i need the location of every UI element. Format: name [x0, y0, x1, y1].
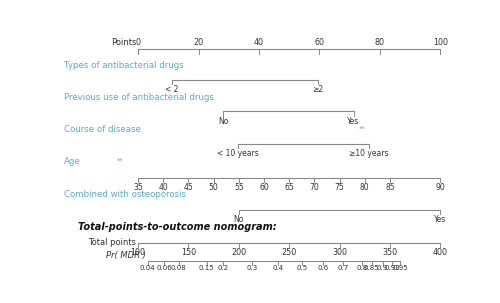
Text: 0.9: 0.9 — [377, 265, 388, 271]
Text: Yes: Yes — [348, 117, 360, 126]
Text: Types of antibacterial drugs: Types of antibacterial drugs — [64, 61, 184, 70]
Text: 40: 40 — [254, 38, 264, 47]
Text: Course of disease: Course of disease — [64, 125, 142, 134]
Text: 0.6: 0.6 — [318, 265, 328, 271]
Text: Points: Points — [111, 38, 136, 47]
Text: 75: 75 — [334, 183, 344, 191]
Text: Yes: Yes — [434, 215, 446, 224]
Text: Total-points-to-outcome nomogram:: Total-points-to-outcome nomogram: — [78, 221, 276, 231]
Text: 0.85: 0.85 — [364, 265, 380, 271]
Text: 45: 45 — [184, 183, 194, 191]
Text: 0.7: 0.7 — [337, 265, 348, 271]
Text: 0.95: 0.95 — [392, 265, 408, 271]
Text: 60: 60 — [314, 38, 324, 47]
Text: 100: 100 — [130, 248, 146, 257]
Text: 0.06: 0.06 — [156, 265, 172, 271]
Text: No: No — [234, 215, 244, 224]
Text: 0.93: 0.93 — [384, 265, 400, 271]
Text: **: ** — [116, 158, 123, 164]
Text: 70: 70 — [310, 183, 320, 191]
Text: 60: 60 — [259, 183, 269, 191]
Text: 350: 350 — [382, 248, 398, 257]
Text: Previous use of antibacterial drugs: Previous use of antibacterial drugs — [64, 93, 214, 102]
Text: 150: 150 — [181, 248, 196, 257]
Text: Total points: Total points — [88, 238, 136, 247]
Text: 35: 35 — [133, 183, 143, 191]
Text: 0.2: 0.2 — [218, 265, 228, 271]
Text: 80: 80 — [360, 183, 370, 191]
Text: 250: 250 — [282, 248, 297, 257]
Text: 0.08: 0.08 — [171, 265, 186, 271]
Text: 90: 90 — [436, 183, 445, 191]
Text: 0.5: 0.5 — [296, 265, 307, 271]
Text: 85: 85 — [385, 183, 395, 191]
Text: 0.4: 0.4 — [272, 265, 283, 271]
Text: < 10 years: < 10 years — [217, 149, 259, 158]
Text: ≥10 years: ≥10 years — [349, 149, 389, 158]
Text: 0: 0 — [136, 38, 140, 47]
Text: 55: 55 — [234, 183, 243, 191]
Text: 100: 100 — [433, 38, 448, 47]
Text: 65: 65 — [284, 183, 294, 191]
Text: 50: 50 — [209, 183, 218, 191]
Text: 300: 300 — [332, 248, 347, 257]
Text: 80: 80 — [375, 38, 385, 47]
Text: 0.3: 0.3 — [247, 265, 258, 271]
Text: 200: 200 — [231, 248, 246, 257]
Text: 0.8: 0.8 — [356, 265, 368, 271]
Text: 20: 20 — [194, 38, 203, 47]
Text: No: No — [218, 117, 228, 126]
Text: 0.04: 0.04 — [140, 265, 156, 271]
Text: 0.15: 0.15 — [199, 265, 214, 271]
Text: Age: Age — [64, 157, 81, 166]
Text: ≥2: ≥2 — [312, 85, 324, 94]
Text: 40: 40 — [158, 183, 168, 191]
Text: < 2: < 2 — [165, 85, 178, 94]
Text: Combined with osteoporosis: Combined with osteoporosis — [64, 189, 186, 198]
Text: 400: 400 — [433, 248, 448, 257]
Text: Pr( MDR ): Pr( MDR ) — [106, 251, 146, 260]
Text: **: ** — [358, 125, 365, 132]
